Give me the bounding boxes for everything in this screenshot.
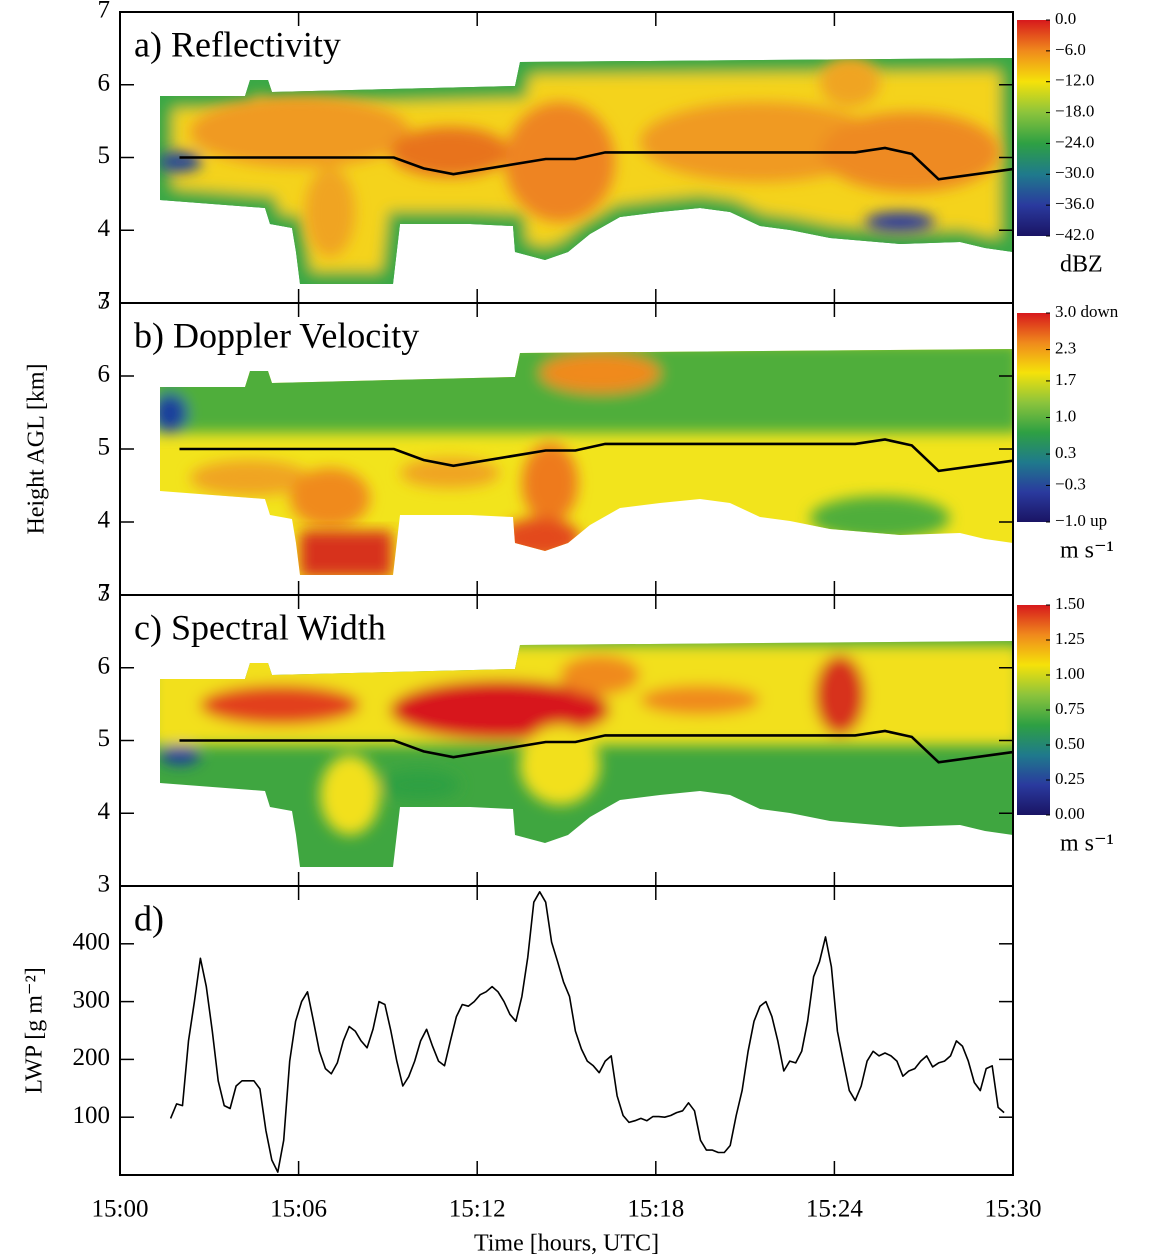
panel-title: b) Doppler Velocity xyxy=(134,315,419,355)
patch xyxy=(815,655,865,735)
patch xyxy=(390,680,610,740)
colorbar-tick-label: −30.0 xyxy=(1055,163,1094,182)
patch xyxy=(520,725,600,805)
colorbar-tick-label: −12.0 xyxy=(1055,71,1094,90)
y-tick-label: 400 xyxy=(73,929,111,956)
x-tick-label: 15:18 xyxy=(627,1196,684,1223)
patch xyxy=(560,655,640,695)
patch xyxy=(290,468,370,528)
x-tick-label: 15:00 xyxy=(92,1196,149,1223)
y-tick-label: 3 xyxy=(98,580,111,607)
colorbar-label: dBZ xyxy=(1060,252,1103,278)
colorbar-tick-label: −0.3 xyxy=(1055,474,1086,493)
y-tick-label: 3 xyxy=(98,871,111,898)
patch xyxy=(200,685,360,725)
patch xyxy=(390,127,510,177)
y-tick-label: 100 xyxy=(73,1102,111,1129)
y-tick-label: 200 xyxy=(73,1044,111,1071)
y-tick-label: 6 xyxy=(98,652,111,679)
cloud-top-line xyxy=(179,438,1014,473)
colorbar-tick-label: −1.0 up xyxy=(1055,511,1107,530)
patch xyxy=(505,102,615,222)
colorbar-tick-label: 1.0 xyxy=(1055,406,1076,425)
colorbar-tick-label: 0.3 xyxy=(1055,443,1076,462)
colorbar-tick-label: 0.50 xyxy=(1055,734,1085,753)
patch xyxy=(640,685,760,715)
panel-title: c) Spectral Width xyxy=(134,607,386,647)
y-tick-label: 5 xyxy=(98,725,111,752)
x-tick-label: 15:30 xyxy=(985,1196,1042,1223)
colorbar xyxy=(1017,313,1050,522)
x-tick-label: 15:24 xyxy=(806,1196,863,1223)
panel-title: d) xyxy=(134,898,164,938)
colorbar-tick-label: 0.75 xyxy=(1055,699,1085,718)
colorbar-tick-label: 1.25 xyxy=(1055,629,1085,648)
velocity-field xyxy=(160,349,1013,575)
y-tick-label: 7 xyxy=(98,0,111,24)
patch xyxy=(400,458,500,488)
lwp-line xyxy=(169,891,1005,1173)
colorbar xyxy=(1017,20,1050,236)
reflectivity-field xyxy=(160,58,1013,284)
patch xyxy=(160,393,188,433)
y-tick-label: 300 xyxy=(73,986,111,1013)
patch xyxy=(380,770,460,800)
y-tick-label: 7 xyxy=(98,580,111,607)
y-axis-label: Height AGL [km] xyxy=(24,363,50,534)
y-tick-label: 4 xyxy=(98,507,111,534)
patch xyxy=(820,58,880,107)
y-tick-label: 6 xyxy=(98,69,111,96)
patch xyxy=(190,460,310,496)
colorbar-tick-label: −42.0 xyxy=(1055,225,1094,244)
y-tick-label: 6 xyxy=(98,361,111,388)
cloud-top-line xyxy=(179,146,1014,181)
y-axis-label: LWP [g m⁻²] xyxy=(22,967,48,1094)
colorbar-tick-label: 2.3 xyxy=(1055,338,1076,357)
patch xyxy=(865,212,935,232)
colorbar-tick-label: 1.00 xyxy=(1055,664,1085,683)
patch xyxy=(640,102,880,182)
patch xyxy=(300,531,392,575)
colorbar-tick-label: −36.0 xyxy=(1055,194,1094,213)
patch xyxy=(810,496,950,540)
colorbar-tick-label: −18.0 xyxy=(1055,101,1094,120)
colorbar-tick-label: 0.00 xyxy=(1055,804,1085,823)
cloud-top-line xyxy=(179,729,1014,764)
x-axis-label: Time [hours, UTC] xyxy=(474,1231,659,1257)
colorbar-tick-label: 3.0 down xyxy=(1055,302,1119,321)
colorbar-label: m s⁻¹ xyxy=(1060,538,1114,564)
patch xyxy=(190,97,410,167)
y-tick-label: 4 xyxy=(98,798,111,825)
x-tick-label: 15:12 xyxy=(449,1196,506,1223)
colorbar xyxy=(1017,605,1050,815)
field-patches xyxy=(160,58,1000,257)
colorbar-label: m s⁻¹ xyxy=(1060,831,1114,857)
y-tick-label: 4 xyxy=(98,215,111,242)
x-tick-label: 15:06 xyxy=(270,1196,327,1223)
y-tick-label: 3 xyxy=(98,288,111,315)
y-tick-label: 5 xyxy=(98,142,111,169)
field-patches xyxy=(160,349,1013,558)
patch xyxy=(305,167,355,257)
colorbar-tick-label: −24.0 xyxy=(1055,132,1094,151)
patch xyxy=(540,353,660,393)
colorbar-tick-label: 0.0 xyxy=(1055,9,1076,28)
patch xyxy=(160,152,202,172)
y-tick-label: 5 xyxy=(98,434,111,461)
colorbar-tick-label: −6.0 xyxy=(1055,40,1086,59)
colorbar-tick-label: 0.25 xyxy=(1055,769,1085,788)
patch xyxy=(522,443,578,523)
y-tick-label: 7 xyxy=(98,288,111,315)
panel-title: a) Reflectivity xyxy=(134,24,341,64)
colorbar-tick-label: 1.50 xyxy=(1055,594,1085,613)
patch xyxy=(820,112,1000,192)
width-field xyxy=(160,641,1013,867)
patch xyxy=(500,518,580,558)
patch xyxy=(320,755,380,835)
patch xyxy=(160,745,200,765)
colorbar-tick-label: 1.7 xyxy=(1055,370,1077,389)
panel-frame xyxy=(119,885,1014,1176)
